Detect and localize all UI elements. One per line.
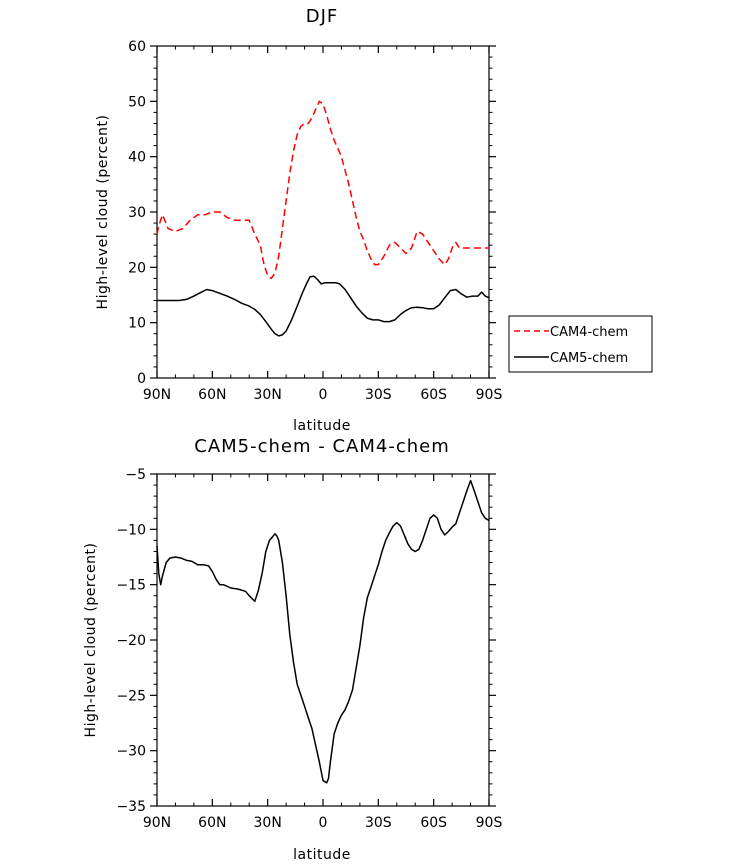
top-chart: DJF 90N 60N 30N 0 30S 60S 90S 0 10 20 30 40 50 60 lat… — [95, 6, 653, 434]
top-x-tick-label: 60S — [420, 387, 447, 403]
top-x-axis-label: latitude — [293, 418, 351, 434]
top-y-tick-label: 60 — [128, 39, 146, 55]
bottom-x-axis-label: latitude — [293, 847, 351, 863]
legend-label-cam4: CAM4-chem — [550, 325, 628, 340]
bottom-x-tick-label: 90N — [143, 815, 171, 831]
bottom-y-tick-label: −5 — [125, 467, 146, 483]
bottom-y-tick-label: −35 — [116, 799, 146, 815]
bottom-x-tick-label: 90S — [476, 815, 503, 831]
top-x-tick-label: 30N — [254, 387, 282, 403]
top-y-tick-label: 0 — [137, 371, 146, 387]
bottom-series — [156, 479, 490, 784]
top-series-line-cam5-chem — [157, 275, 490, 337]
bottom-x-tick-label: 60N — [198, 815, 226, 831]
bottom-y-tick-label: −15 — [116, 578, 146, 594]
top-x-tick-label: 30S — [365, 387, 392, 403]
top-ticks: 90N 60N 30N 0 30S 60S 90S 0 10 20 30 40 50 60 — [128, 39, 502, 403]
bottom-x-tick-label: 30S — [365, 815, 392, 831]
top-chart-title: DJF — [306, 6, 339, 27]
top-y-tick-label: 10 — [128, 316, 146, 332]
bottom-x-tick-label: 60S — [420, 815, 447, 831]
top-y-tick-label: 50 — [128, 94, 146, 110]
top-y-tick-label: 40 — [128, 150, 146, 166]
bottom-chart-title: CAM5-chem - CAM4-chem — [194, 436, 449, 457]
top-series-line-cam4-chem — [156, 100, 489, 280]
bottom-chart: CAM5-chem - CAM4-chem 90N 60N 30N 0 30S 60S 90… — [83, 436, 502, 863]
bottom-y-tick-label: −20 — [116, 633, 146, 649]
top-x-tick-label: 60N — [198, 387, 226, 403]
bottom-x-tick-label: 30N — [254, 815, 282, 831]
legend-box — [508, 315, 653, 373]
bottom-y-axis-label: High-level cloud (percent) — [83, 543, 99, 738]
top-series — [156, 100, 490, 337]
legend: CAM4-chem CAM5-chem — [508, 315, 653, 373]
bottom-y-tick-label: −10 — [116, 522, 146, 538]
bottom-y-tick-label: −25 — [116, 688, 146, 704]
top-x-tick-label: 90N — [143, 387, 171, 403]
top-y-tick-label: 30 — [128, 205, 146, 221]
legend-label-cam5: CAM5-chem — [550, 351, 628, 366]
bottom-x-tick-label: 0 — [319, 815, 328, 831]
top-y-axis-label: High-level cloud (percent) — [95, 115, 111, 310]
bottom-y-tick-label: −30 — [116, 744, 146, 760]
bottom-series-line-cam5-chem-cam4-chem — [156, 479, 490, 784]
bottom-ticks: 90N 60N 30N 0 30S 60S 90S −35 −30 −25 −20 −15 −10 −5 — [116, 467, 502, 831]
top-x-tick-label: 90S — [476, 387, 503, 403]
top-y-tick-label: 20 — [128, 260, 146, 276]
top-x-tick-label: 0 — [319, 387, 328, 403]
top-plot-frame — [156, 45, 490, 379]
